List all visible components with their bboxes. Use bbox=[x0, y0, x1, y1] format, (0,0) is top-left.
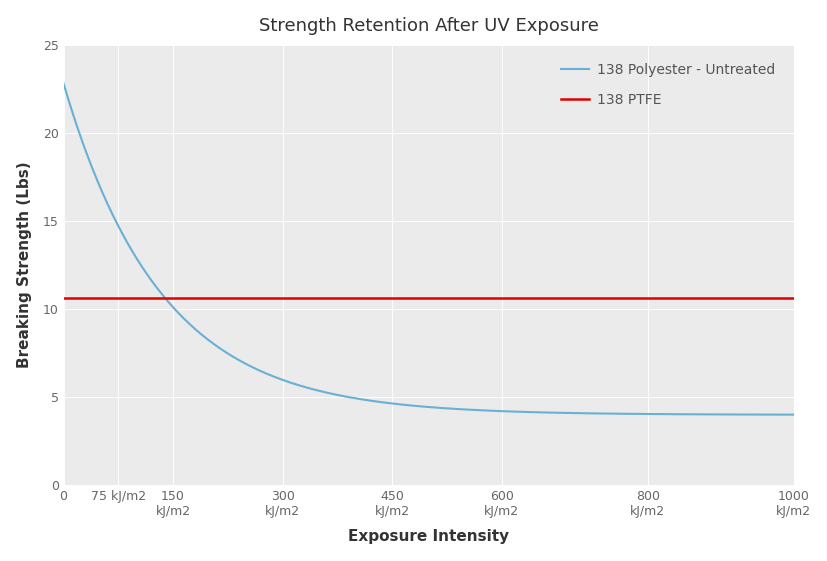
138 Polyester - Untreated bbox=[59, 80, 69, 87]
138 Polyester - Untreated bbox=[338, 393, 348, 399]
138 PTFE bbox=[60, 294, 69, 301]
138 PTFE bbox=[59, 294, 69, 301]
138 Polyester - Untreated bbox=[695, 411, 705, 418]
138 Polyester - Untreated bbox=[370, 398, 380, 404]
138 Polyester - Untreated bbox=[788, 411, 798, 418]
138 Polyester - Untreated bbox=[141, 270, 151, 277]
Title: Strength Retention After UV Exposure: Strength Retention After UV Exposure bbox=[258, 17, 598, 35]
X-axis label: Exposure Intensity: Exposure Intensity bbox=[347, 530, 509, 544]
138 Polyester - Untreated bbox=[773, 411, 783, 418]
138 Polyester - Untreated bbox=[185, 321, 195, 328]
Line: 138 Polyester - Untreated: 138 Polyester - Untreated bbox=[64, 84, 793, 415]
Legend: 138 Polyester - Untreated, 138 PTFE: 138 Polyester - Untreated, 138 PTFE bbox=[550, 52, 786, 118]
Y-axis label: Breaking Strength (Lbs): Breaking Strength (Lbs) bbox=[17, 162, 31, 368]
